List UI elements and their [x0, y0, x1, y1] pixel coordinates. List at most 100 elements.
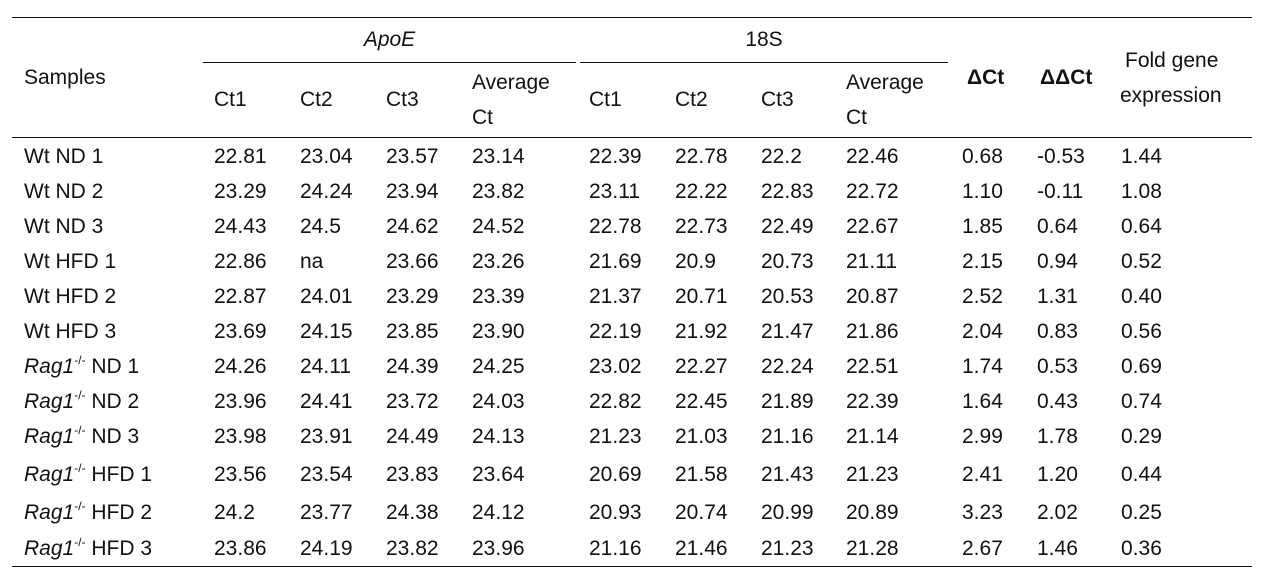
cell-18s-ct2: 22.27 — [675, 355, 728, 378]
sample-genotype: Wt — [24, 285, 50, 308]
sample-genotype: Rag1 — [24, 425, 75, 448]
sample-genotype: Rag1 — [24, 537, 75, 560]
cell-18s-ct2: 20.9 — [675, 250, 716, 273]
cell-apoe-ct3: 24.39 — [386, 355, 439, 378]
header-18s-ct2: Ct2 — [675, 88, 708, 111]
cell-fold-change: 0.52 — [1121, 250, 1162, 273]
cell-fold-change: 0.64 — [1121, 215, 1162, 238]
cell-apoe-ct1: 22.86 — [214, 250, 267, 273]
cell-apoe-ct2: 24.5 — [300, 215, 341, 238]
cell-apoe-ct1: 24.26 — [214, 355, 267, 378]
cell-fold-change: 0.29 — [1121, 425, 1162, 448]
sample-condition: HFD 2 — [85, 501, 153, 524]
cell-18s-ct2: 21.03 — [675, 425, 728, 448]
cell-18s-ct3: 21.23 — [761, 537, 814, 560]
cell-fold-change: 0.36 — [1121, 537, 1162, 560]
cell-apoe-ct1: 24.2 — [214, 501, 255, 524]
cell-delta-ct: 2.99 — [962, 425, 1003, 448]
cell-apoe-ct1: 23.86 — [214, 537, 267, 560]
cell-fold-change: 1.44 — [1121, 145, 1162, 168]
cell-delta-ct: 1.85 — [962, 215, 1003, 238]
cell-18s-average: 21.28 — [846, 537, 899, 560]
genotype-superscript: -/- — [74, 388, 86, 402]
cell-18s-average: 22.39 — [846, 390, 899, 413]
sample-genotype: Wt — [24, 215, 50, 238]
cell-18s-ct2: 20.71 — [675, 285, 728, 308]
sample-condition: ND 1 — [85, 355, 140, 378]
cell-delta-delta-ct: 0.94 — [1037, 250, 1078, 273]
sample-condition: HFD 1 — [49, 250, 117, 273]
cell-fold-change: 0.40 — [1121, 285, 1162, 308]
cell-delta-ct: 0.68 — [962, 145, 1003, 168]
sample-label: Rag1-/- HFD 3 — [24, 536, 152, 561]
header-18s-average-line1: Average — [846, 71, 924, 94]
cell-apoe-ct2: 23.04 — [300, 145, 353, 168]
cell-delta-ct: 3.23 — [962, 501, 1003, 524]
cell-18s-ct3: 20.99 — [761, 501, 814, 524]
header-18s: 18S — [745, 28, 783, 51]
cell-apoe-average: 23.64 — [472, 463, 525, 486]
cell-apoe-ct2: 23.91 — [300, 425, 353, 448]
cell-delta-delta-ct: -0.11 — [1037, 180, 1084, 203]
cell-delta-delta-ct: 2.02 — [1037, 501, 1078, 524]
cell-delta-delta-ct: 1.46 — [1037, 537, 1078, 560]
cell-apoe-ct3: 23.85 — [386, 320, 439, 343]
sample-genotype: Wt — [24, 320, 50, 343]
cell-apoe-average: 23.14 — [472, 145, 525, 168]
cell-apoe-average: 23.96 — [472, 537, 525, 560]
cell-18s-ct2: 21.58 — [675, 463, 728, 486]
cell-18s-ct3: 22.24 — [761, 355, 814, 378]
cell-fold-change: 0.56 — [1121, 320, 1162, 343]
header-apoe-ct3: Ct3 — [386, 88, 419, 111]
apoe-group-rule — [203, 62, 576, 63]
cell-18s-ct1: 20.93 — [589, 501, 642, 524]
cell-delta-ct: 2.15 — [962, 250, 1003, 273]
sample-condition: ND 3 — [85, 425, 140, 448]
cell-apoe-ct3: 23.94 — [386, 180, 439, 203]
cell-apoe-ct1: 24.43 — [214, 215, 267, 238]
cell-apoe-ct2: 24.15 — [300, 320, 353, 343]
cell-delta-delta-ct: -0.53 — [1037, 145, 1085, 168]
cell-apoe-ct2: 24.01 — [300, 285, 353, 308]
cell-18s-ct1: 22.78 — [589, 215, 642, 238]
cell-18s-ct3: 21.47 — [761, 320, 814, 343]
cell-apoe-ct1: 22.87 — [214, 285, 267, 308]
header-fold-line2: expression — [1120, 84, 1222, 107]
cell-apoe-ct1: 23.96 — [214, 390, 267, 413]
cell-delta-ct: 1.74 — [962, 355, 1003, 378]
cell-apoe-average: 23.90 — [472, 320, 525, 343]
cell-18s-ct2: 22.78 — [675, 145, 728, 168]
cell-apoe-ct3: 23.83 — [386, 463, 439, 486]
sample-condition: ND 1 — [49, 145, 104, 168]
header-samples: Samples — [24, 66, 106, 89]
cell-apoe-ct1: 23.56 — [214, 463, 267, 486]
cell-18s-ct1: 21.23 — [589, 425, 642, 448]
cell-delta-ct: 1.10 — [962, 180, 1003, 203]
sample-label: Rag1-/- HFD 2 — [24, 500, 153, 525]
genotype-superscript: -/- — [74, 353, 86, 367]
cell-fold-change: 1.08 — [1121, 180, 1162, 203]
sample-condition: ND 2 — [85, 390, 140, 413]
cell-apoe-average: 24.13 — [472, 425, 525, 448]
genotype-superscript: -/- — [74, 423, 86, 437]
cell-apoe-ct3: 23.82 — [386, 537, 439, 560]
cell-18s-average: 22.46 — [846, 145, 899, 168]
sample-genotype: Rag1 — [24, 463, 75, 486]
cell-18s-ct2: 21.92 — [675, 320, 728, 343]
sample-label: Rag1-/- ND 2 — [24, 388, 140, 414]
sample-label: Wt ND 2 — [24, 180, 103, 204]
sample-label: Wt HFD 1 — [24, 250, 116, 274]
cell-apoe-average: 24.03 — [472, 390, 525, 413]
cell-apoe-ct1: 23.98 — [214, 425, 267, 448]
sample-condition: HFD 1 — [85, 463, 153, 486]
cell-delta-delta-ct: 1.78 — [1037, 425, 1078, 448]
sample-label: Wt HFD 2 — [24, 285, 116, 309]
cell-18s-ct3: 21.43 — [761, 463, 814, 486]
cell-apoe-ct3: 24.49 — [386, 425, 439, 448]
cell-18s-average: 21.14 — [846, 425, 899, 448]
cell-apoe-ct1: 23.29 — [214, 180, 267, 203]
top-rule — [12, 17, 1252, 18]
cell-apoe-ct3: 24.62 — [386, 215, 439, 238]
sample-condition: ND 3 — [49, 215, 104, 238]
